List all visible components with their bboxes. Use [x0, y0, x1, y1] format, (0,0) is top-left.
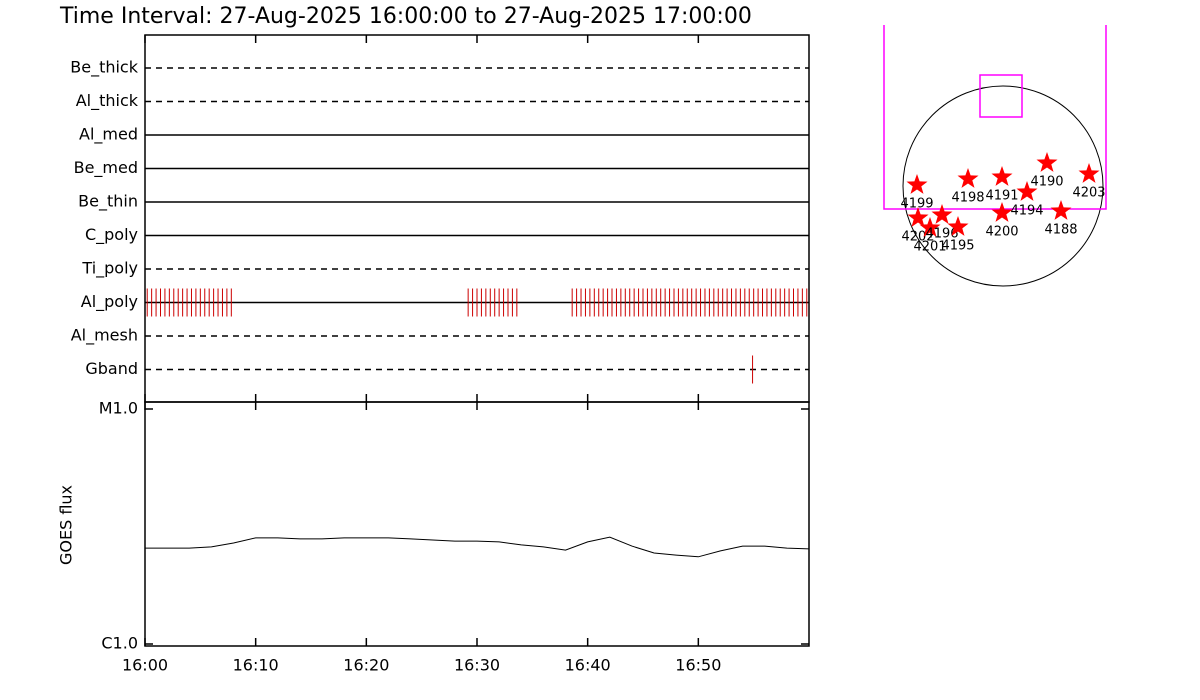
region-label: 4201: [913, 240, 946, 255]
x-tick-label: 16:20: [343, 656, 389, 675]
filter-label: Be_thick: [70, 58, 138, 78]
filter-label: Be_med: [74, 158, 138, 178]
fov-box: [979, 74, 1023, 118]
timeline-frame: [144, 34, 810, 403]
region-label: 4199: [900, 197, 933, 212]
x-tick-label: 16:40: [565, 656, 611, 675]
region-star: [947, 216, 969, 236]
x-tick-label: 16:00: [122, 656, 168, 675]
region-label: 4190: [1030, 175, 1063, 190]
solar-disk: [902, 85, 1104, 287]
y-tick-label: M1.0: [99, 399, 138, 418]
filter-label: Al_poly: [81, 292, 138, 312]
fov-box: [883, 25, 1107, 210]
flux-line: [145, 536, 810, 558]
region-label: 4191: [985, 189, 1018, 204]
region-label: 4200: [985, 225, 1018, 240]
region-star: [991, 202, 1013, 222]
filter-label: Al_med: [79, 125, 138, 145]
y-axis-label: GOES flux: [57, 485, 76, 565]
filter-label: Ti_poly: [81, 259, 138, 279]
goes-frame: [144, 401, 810, 647]
chart-title: Time Interval: 27-Aug-2025 16:00:00 to 2…: [59, 4, 752, 29]
region-star: [907, 207, 929, 227]
region-star: [906, 174, 928, 194]
region-label: 4198: [951, 191, 984, 206]
region-label: 4196: [925, 227, 958, 242]
y-tick-label: C1.0: [101, 634, 138, 653]
region-star: [931, 204, 953, 224]
filter-label: Gband: [85, 359, 138, 378]
region-star: [991, 166, 1013, 186]
region-label: 4188: [1044, 223, 1077, 238]
region-star: [957, 168, 979, 188]
filter-label: C_poly: [85, 225, 138, 245]
region-star: [1078, 163, 1100, 183]
x-tick-label: 16:30: [454, 656, 500, 675]
filter-label: Al_thick: [76, 91, 139, 111]
region-label: 4195: [941, 239, 974, 254]
x-tick-label: 16:10: [233, 656, 279, 675]
region-star: [1016, 181, 1038, 201]
region-label: 4203: [1072, 186, 1105, 201]
region-star: [919, 217, 941, 237]
x-tick-label: 16:50: [675, 656, 721, 675]
filter-label: Be_thin: [78, 192, 138, 212]
region-star: [1050, 200, 1072, 220]
filter-label: Al_mesh: [71, 326, 138, 346]
region-label: 4194: [1010, 204, 1043, 219]
region-star: [1036, 152, 1058, 172]
